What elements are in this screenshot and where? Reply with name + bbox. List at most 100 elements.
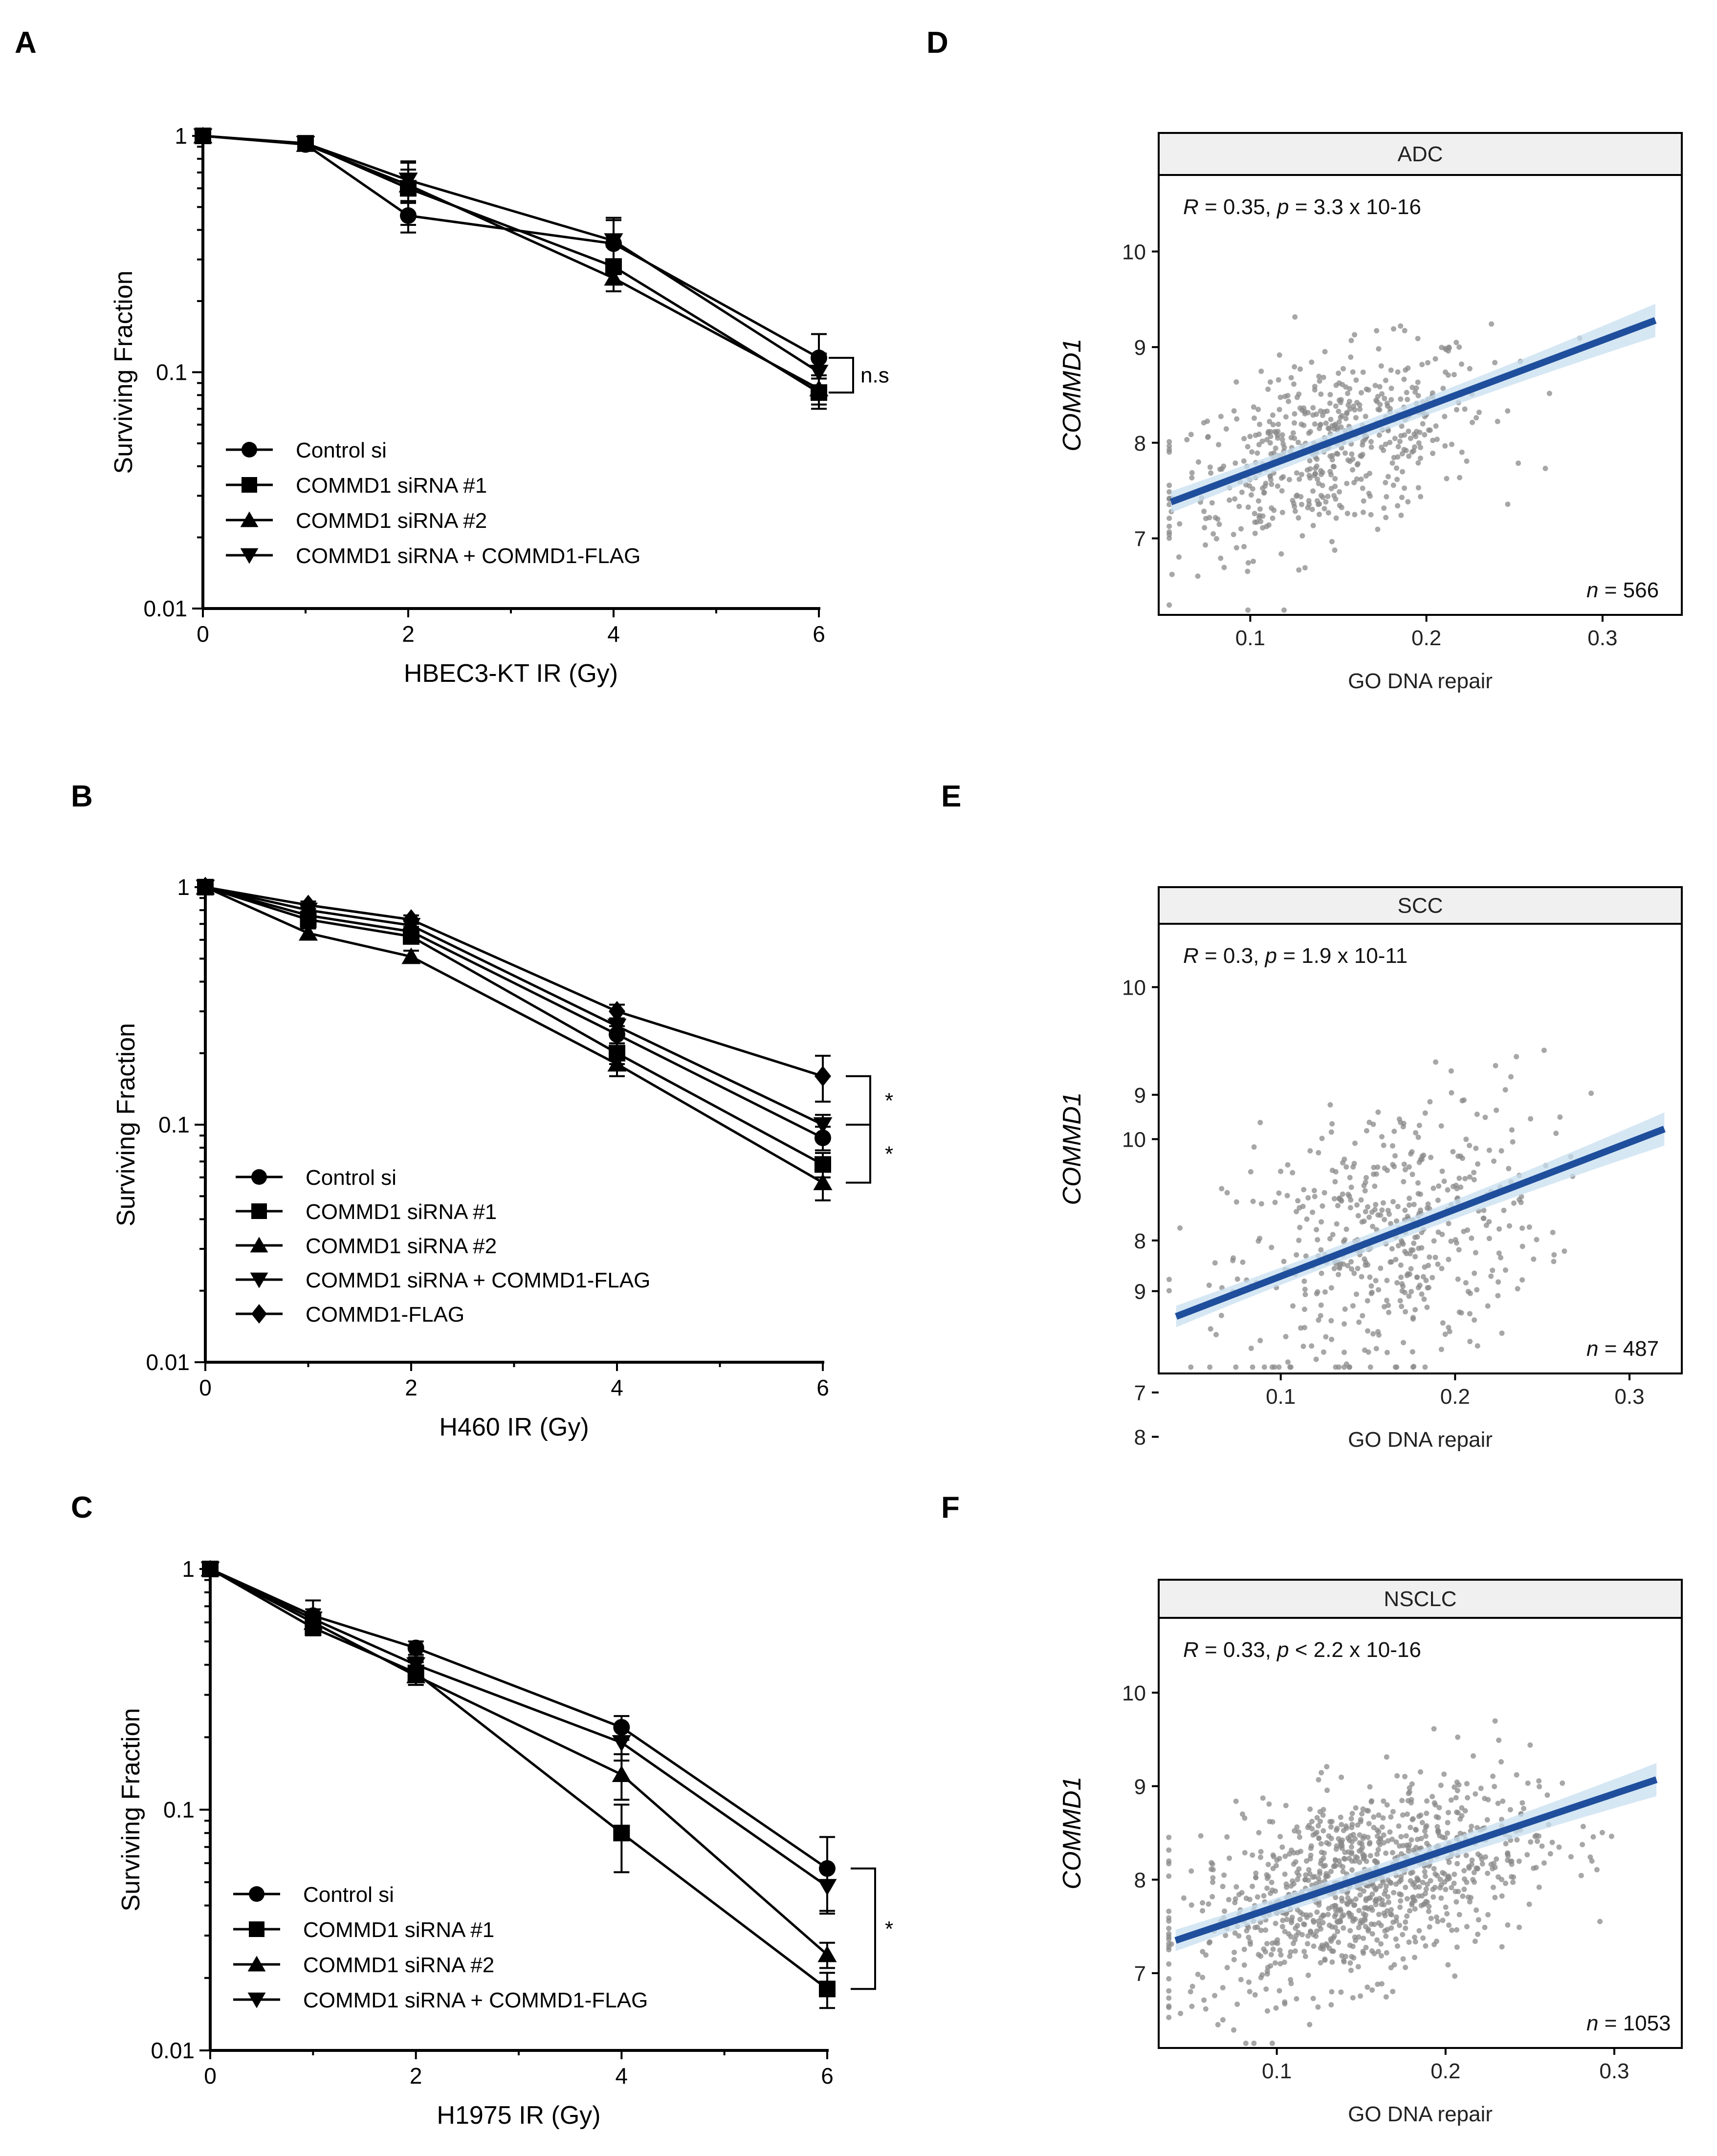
scatter-point [1307, 458, 1313, 464]
scatter-point [1403, 1833, 1409, 1839]
scatter-point [1316, 1150, 1321, 1155]
scatter-point [1403, 1919, 1409, 1925]
data-point [604, 233, 623, 250]
scatter-point [1398, 1898, 1404, 1904]
scatter-point [1333, 1846, 1339, 1852]
scatter-point [1426, 1285, 1431, 1290]
scatter-point [1461, 1229, 1467, 1235]
scatter-point [1292, 1828, 1298, 1834]
scatter-point [1176, 554, 1182, 560]
survival-chart-c: 1 0.1 0.01 0 2 4 6 H1975 IR (Gy) Surviving Fract… [117, 1556, 893, 2130]
scatter-point [1475, 1931, 1481, 1937]
scatter-point [1241, 458, 1247, 464]
scatter-point [1310, 1996, 1316, 2002]
scatter-point [1409, 1797, 1414, 1803]
scatter-point [1330, 463, 1336, 469]
scatter-point [1294, 470, 1299, 476]
scatter-point [1307, 429, 1313, 435]
scatter-point [1404, 1842, 1409, 1848]
scatter-point [1310, 1917, 1316, 1923]
scatter-point [1342, 1321, 1347, 1327]
scatter-point [1384, 400, 1390, 406]
scatter-point [1374, 399, 1380, 405]
scatter-point [1188, 432, 1194, 437]
scatter-point [1343, 415, 1349, 421]
scatter-point [1439, 1231, 1445, 1237]
scatter-point [1424, 1798, 1430, 1804]
stat-r-value: = 0.3, [1199, 944, 1265, 968]
scatter-point [1301, 1187, 1307, 1193]
scatter-point [1256, 442, 1262, 448]
scatter-point [1597, 1918, 1603, 1924]
scatter-point [1166, 2003, 1172, 2009]
scatter-point [1417, 444, 1423, 450]
scatter-point [1422, 1891, 1428, 1896]
scatter-point [1361, 498, 1366, 504]
scatter-point [1427, 1924, 1432, 1930]
scatter-point [1408, 1870, 1414, 1876]
legend-marker [242, 477, 257, 493]
scatter-point [1328, 486, 1334, 492]
scatter-point [1350, 1995, 1356, 2001]
scatter-point [1484, 1817, 1490, 1823]
scatter-point [1331, 1196, 1337, 1202]
scatter-point [1371, 1814, 1377, 1820]
scatter-point [1296, 391, 1302, 397]
scatter-point [1352, 1140, 1358, 1146]
scatter-point [1208, 1326, 1213, 1332]
scatter-point [1422, 1110, 1428, 1116]
scatter-point [1358, 390, 1364, 395]
scatter-point [1306, 473, 1312, 479]
scatter-point [1427, 427, 1433, 433]
scatter-point [1407, 1789, 1412, 1795]
scatter-point [1391, 1890, 1397, 1895]
scatter-point [1384, 1278, 1390, 1284]
scatter-point [1231, 2027, 1237, 2033]
scatter-point [1359, 1811, 1365, 1817]
scatter-point [1323, 1873, 1329, 1879]
scatter-point [1360, 485, 1365, 491]
scatter-point [1353, 1896, 1359, 1902]
scatter-point [1251, 404, 1256, 410]
scatter-point [1475, 1917, 1481, 1923]
scatter-point [1268, 1891, 1274, 1896]
scatter-point [1277, 352, 1282, 358]
scatter-point [1333, 515, 1339, 521]
legend-marker [249, 1886, 264, 1902]
scatter-point [1307, 466, 1313, 472]
scatter-point [1242, 1815, 1248, 1821]
scatter-point [1432, 356, 1438, 362]
scatter-point [1438, 1783, 1444, 1788]
scatter-point [1309, 1819, 1315, 1825]
scatter-point [1415, 1285, 1421, 1290]
scatter-point [1399, 1304, 1405, 1309]
scatter-point [1394, 1773, 1400, 1779]
scatter-point [1189, 1902, 1194, 1908]
scatter-point [1379, 1901, 1385, 1907]
scatter-point [1326, 1905, 1332, 1911]
scatter-point [1373, 1887, 1379, 1893]
scatter-point [1463, 1852, 1469, 1858]
scatter-point [1216, 442, 1222, 448]
scatter-point [1316, 1777, 1321, 1783]
scatter-point [1251, 415, 1257, 421]
significance-label: * [885, 1089, 893, 1112]
scatter-point [1533, 1832, 1539, 1838]
scatter-point [1315, 2004, 1321, 2010]
scatter-point [1301, 1307, 1307, 1312]
scatter-point [1472, 1938, 1478, 1944]
scatter-point [1486, 1147, 1492, 1153]
scatter-point [1258, 369, 1264, 374]
data-point [813, 1173, 833, 1190]
scatter-point [1322, 1289, 1328, 1295]
scatter-point [1340, 1160, 1346, 1166]
scatter-point [1308, 1852, 1314, 1858]
scatter-point [1260, 513, 1266, 519]
scatter-point [1454, 1861, 1460, 1867]
scatter-point [1233, 460, 1238, 466]
scatter-point [1255, 450, 1260, 456]
scatter-point [1375, 407, 1381, 413]
scatter-point [1409, 385, 1415, 391]
scatter-point [1322, 1863, 1328, 1869]
plot-frame [1158, 1617, 1683, 2049]
